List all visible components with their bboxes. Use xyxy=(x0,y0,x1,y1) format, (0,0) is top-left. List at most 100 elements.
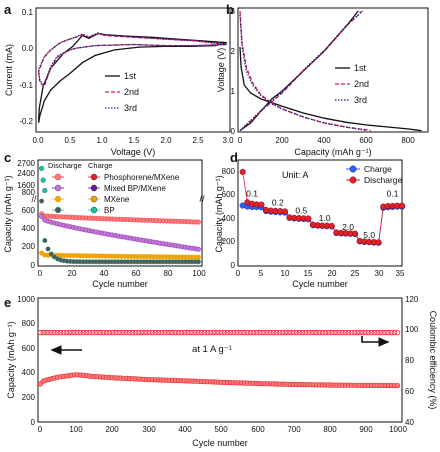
data-point-efficiency xyxy=(106,329,113,336)
data-point-efficiency xyxy=(40,329,46,336)
x-tick-label: 35 xyxy=(396,269,405,278)
svg-text:500: 500 xyxy=(214,425,228,434)
svg-text:20: 20 xyxy=(328,269,337,278)
data-point-efficiency xyxy=(201,329,208,336)
data-point xyxy=(258,201,265,208)
data-point-efficiency xyxy=(227,329,234,336)
y-tick-label: 0 xyxy=(31,418,36,427)
data-point-efficiency xyxy=(351,329,357,336)
panel-label-a: a xyxy=(4,2,12,17)
data-point-efficiency xyxy=(216,329,222,336)
x-tick-label: 700 xyxy=(287,425,301,434)
data-point-efficiency xyxy=(299,329,306,336)
data-point-efficiency xyxy=(262,329,268,336)
data-point-efficiency xyxy=(331,329,337,336)
data-point-efficiency xyxy=(368,329,375,336)
series-line-2nd xyxy=(239,10,372,132)
data-point-efficiency xyxy=(77,329,84,336)
data-point xyxy=(305,215,312,222)
data-point-efficiency xyxy=(317,329,323,336)
data-point-efficiency xyxy=(103,329,110,336)
x-tick-label: 800 xyxy=(401,136,415,145)
data-point-efficiency xyxy=(190,329,196,336)
x-tick-label: 0 xyxy=(238,136,243,145)
data-point-efficiency xyxy=(377,329,383,336)
data-point-efficiency xyxy=(132,329,139,336)
legend-marker-charge xyxy=(349,165,357,173)
plot-a xyxy=(37,32,227,123)
y-tick-label-right: 80 xyxy=(405,356,414,365)
x-tick-label: 200 xyxy=(275,136,289,145)
data-point-efficiency xyxy=(46,329,52,336)
svg-text:20: 20 xyxy=(68,269,77,278)
svg-text:0: 0 xyxy=(238,136,243,145)
data-point-efficiency xyxy=(334,329,340,336)
x-tick-label: 2.0 xyxy=(160,136,172,145)
data-point-capacity xyxy=(394,383,401,389)
data-point-efficiency xyxy=(340,329,346,336)
x-tick-label: 30 xyxy=(375,269,384,278)
data-point-efficiency xyxy=(342,329,349,336)
legend-d: Charge Discharge xyxy=(346,164,403,185)
panel-label-d: d xyxy=(230,150,238,165)
svg-text:35: 35 xyxy=(396,269,405,278)
data-point-efficiency xyxy=(158,329,164,336)
y-tick-label: 800 xyxy=(22,188,36,197)
x-tick-label: 0.5 xyxy=(64,136,76,145)
data-point-efficiency xyxy=(144,329,150,336)
svg-text:120: 120 xyxy=(405,295,419,304)
legend-c: Discharge Charge Phosphorene/MXene Mixed… xyxy=(48,161,180,215)
data-point-efficiency xyxy=(236,329,242,336)
rate-label: 0.1 xyxy=(387,189,399,199)
axis-break-left: // xyxy=(31,194,37,204)
data-point xyxy=(239,168,246,175)
y-tick-label: 2400 xyxy=(17,169,35,178)
data-point-efficiency xyxy=(282,329,288,336)
x-tick-label: 10 xyxy=(281,269,290,278)
svg-text:40: 40 xyxy=(100,269,109,278)
data-point-efficiency xyxy=(37,329,44,336)
legend-label: 3rd xyxy=(354,95,367,105)
panel-label-c: c xyxy=(4,150,11,165)
legend-label: Phosphorene/MXene xyxy=(104,173,180,182)
x-tick-label: 40 xyxy=(100,269,109,278)
series-line-1st xyxy=(239,10,422,132)
data-point-efficiency xyxy=(124,329,130,336)
svg-text:3.0: 3.0 xyxy=(222,136,234,145)
x-tick-label: 20 xyxy=(328,269,337,278)
data-point-efficiency xyxy=(380,329,386,336)
data-point-efficiency xyxy=(172,329,179,336)
y-tick-label: 400 xyxy=(22,224,36,233)
data-point-efficiency xyxy=(66,329,72,336)
svg-text:400: 400 xyxy=(222,214,236,223)
plot-d: 0.1 0.2 0.5 1.0 2.0 5.0 0.1 xyxy=(239,168,406,246)
data-point-efficiency xyxy=(224,329,231,336)
svg-text:0.1: 0.1 xyxy=(22,8,34,17)
data-point-efficiency xyxy=(291,329,297,336)
svg-text:800: 800 xyxy=(323,425,337,434)
data-point-efficiency xyxy=(276,329,283,336)
x-tick-label: 20 xyxy=(68,269,77,278)
data-point-efficiency xyxy=(219,329,225,336)
y-axis-label: Voltage (V) xyxy=(216,48,226,93)
data-point-efficiency xyxy=(360,329,366,336)
data-point-efficiency xyxy=(253,329,260,336)
legend-marker-charge xyxy=(90,184,98,192)
legend-marker-discharge xyxy=(54,184,62,192)
y-tick-label-right: 40 xyxy=(405,418,414,427)
data-point-efficiency xyxy=(210,329,216,336)
svg-text:2700: 2700 xyxy=(17,159,35,168)
data-point-efficiency xyxy=(302,329,308,336)
y-tick-label: 200 xyxy=(22,242,36,251)
y-tick-label: 0 xyxy=(231,127,236,136)
x-tick-label: 0 xyxy=(38,425,43,434)
data-point-efficiency xyxy=(147,329,153,336)
x-tick-label: 800 xyxy=(323,425,337,434)
svg-text:1: 1 xyxy=(231,87,236,96)
data-point-efficiency xyxy=(178,329,185,336)
y-tick-label-right: 120 xyxy=(405,295,419,304)
rate-label: 1.0 xyxy=(319,213,331,223)
svg-text:600: 600 xyxy=(22,344,36,353)
y-tick-label: 600 xyxy=(222,190,236,199)
